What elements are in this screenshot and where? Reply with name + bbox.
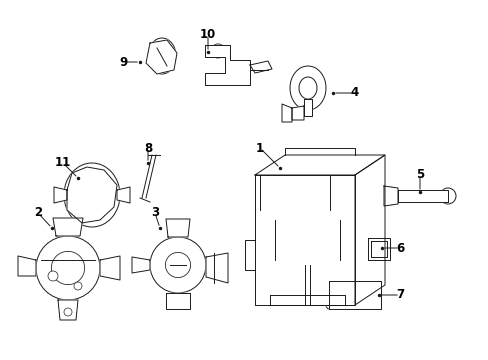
Text: 9: 9 (119, 55, 127, 68)
Polygon shape (328, 281, 380, 309)
Text: 4: 4 (350, 86, 358, 99)
Polygon shape (249, 61, 271, 73)
Circle shape (165, 252, 190, 278)
Polygon shape (383, 186, 397, 206)
Polygon shape (205, 253, 227, 283)
Text: 7: 7 (395, 288, 403, 302)
Polygon shape (354, 155, 384, 305)
Circle shape (74, 282, 82, 290)
Polygon shape (165, 293, 190, 309)
Polygon shape (304, 99, 311, 116)
Polygon shape (146, 40, 177, 74)
Polygon shape (117, 187, 130, 203)
Text: 10: 10 (200, 28, 216, 41)
Polygon shape (165, 219, 190, 237)
Polygon shape (370, 241, 386, 257)
Text: 1: 1 (255, 141, 264, 154)
Circle shape (64, 308, 72, 316)
Circle shape (51, 251, 84, 285)
Polygon shape (58, 300, 78, 320)
Polygon shape (100, 256, 120, 280)
Circle shape (48, 271, 58, 281)
Polygon shape (53, 218, 83, 236)
Polygon shape (254, 155, 384, 175)
Circle shape (150, 237, 205, 293)
Polygon shape (254, 175, 354, 305)
Polygon shape (132, 257, 150, 273)
Circle shape (36, 236, 100, 300)
Polygon shape (397, 190, 447, 202)
Text: 6: 6 (395, 242, 403, 255)
Text: 3: 3 (151, 207, 159, 220)
Polygon shape (282, 104, 291, 122)
Text: 11: 11 (55, 157, 71, 170)
Text: 8: 8 (143, 141, 152, 154)
Polygon shape (269, 295, 345, 305)
Polygon shape (54, 187, 67, 203)
Text: 2: 2 (34, 207, 42, 220)
Polygon shape (291, 106, 304, 120)
Polygon shape (18, 256, 36, 276)
Polygon shape (67, 167, 117, 223)
Polygon shape (367, 238, 389, 260)
Text: 5: 5 (415, 168, 423, 181)
Polygon shape (204, 45, 249, 85)
